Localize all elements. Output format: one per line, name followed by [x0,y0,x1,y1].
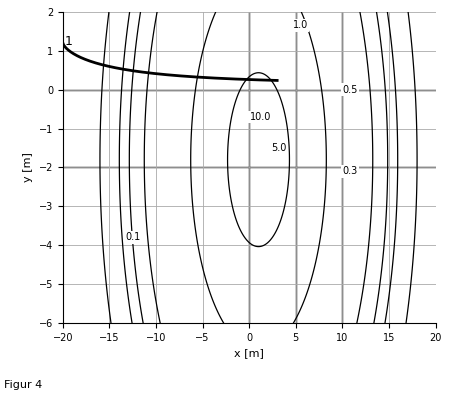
Text: Figur 4: Figur 4 [4,380,43,390]
Text: 1.0: 1.0 [293,20,308,30]
Text: 0.5: 0.5 [342,85,357,95]
Text: 1: 1 [65,35,73,48]
X-axis label: x [m]: x [m] [234,348,264,359]
Text: 0.1: 0.1 [125,232,141,242]
Text: 0.3: 0.3 [342,166,357,177]
Text: 10.0: 10.0 [250,112,271,122]
Text: 5.0: 5.0 [271,143,287,153]
Y-axis label: y [m]: y [m] [23,152,33,182]
